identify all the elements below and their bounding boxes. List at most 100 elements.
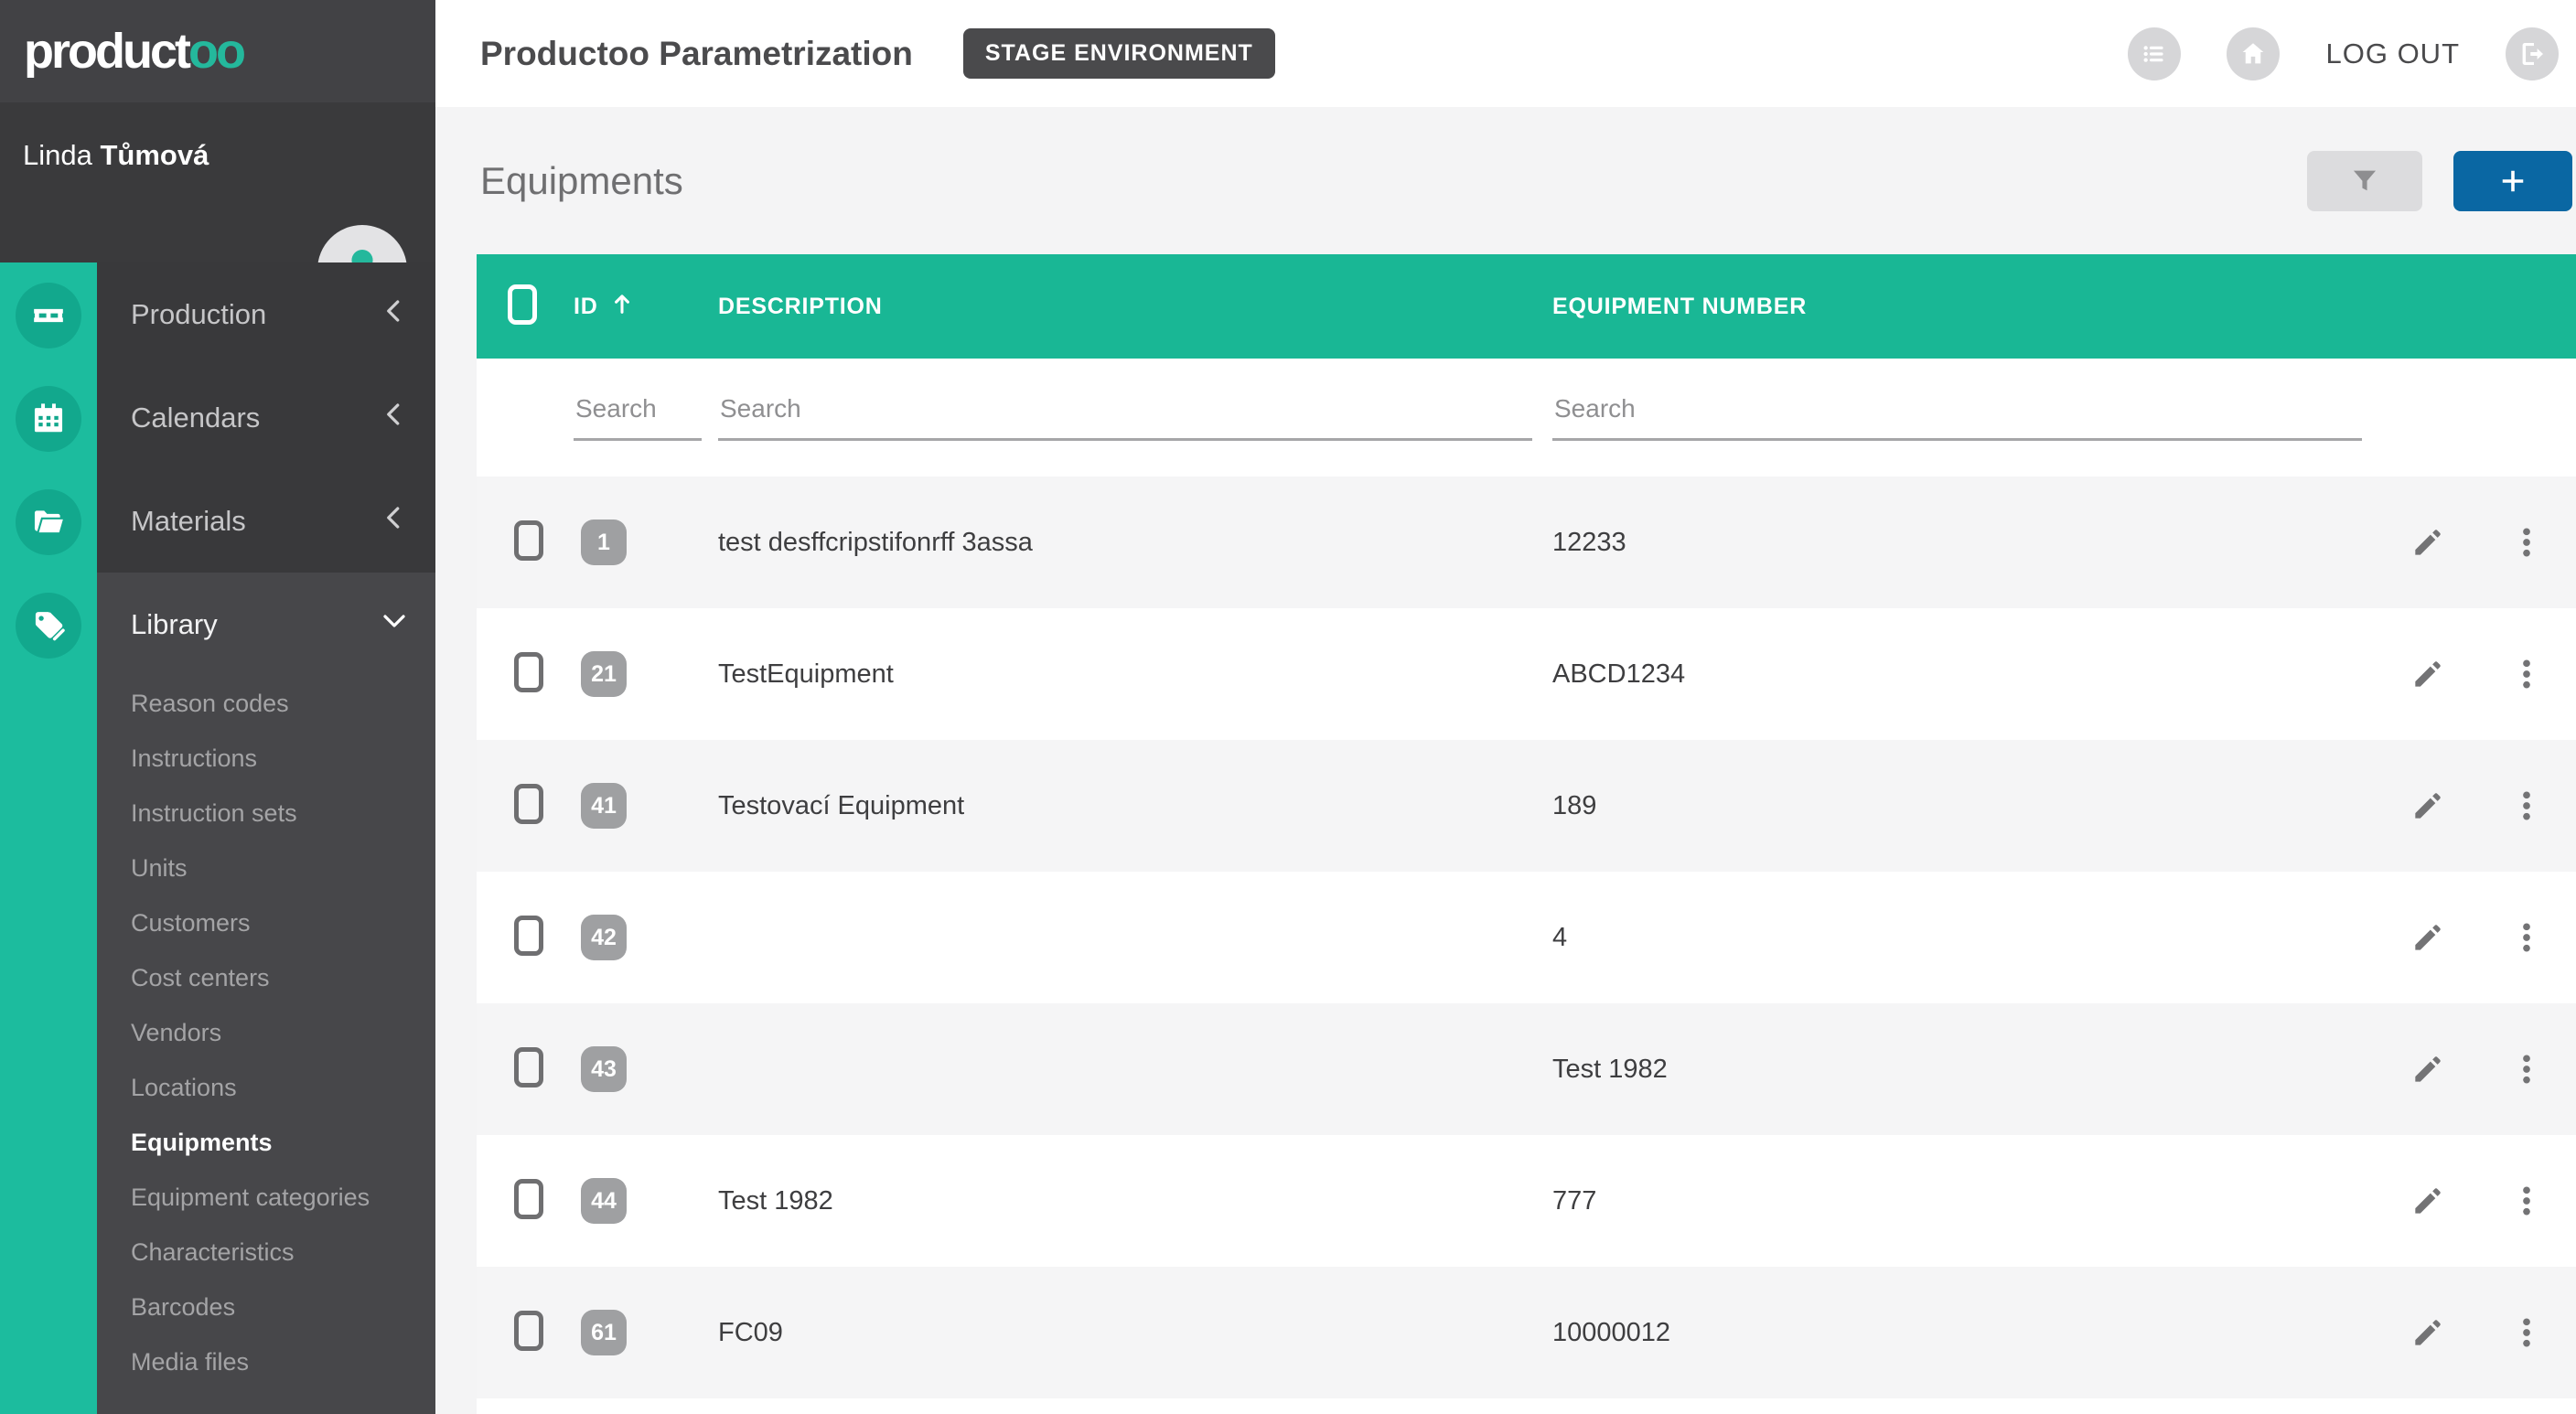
table-row[interactable]: 44 Test 1982 777 (477, 1135, 2576, 1267)
edit-pencil-icon[interactable] (2410, 1051, 2446, 1087)
column-label: ID (574, 293, 598, 319)
sidebar-item-label: Materials (131, 504, 246, 537)
tag-icon (35, 612, 65, 641)
sidebar-subitem[interactable]: Locations (131, 1073, 237, 1101)
sidebar-item[interactable]: Calendars (97, 366, 435, 469)
row-checkbox[interactable] (514, 651, 543, 692)
edit-pencil-icon[interactable] (2410, 1183, 2446, 1219)
sidebar-subitem[interactable]: Customers (131, 908, 251, 937)
sidebar-subitem[interactable]: Units (131, 853, 188, 882)
conveyor-icon (34, 308, 63, 323)
sidebar-subitem[interactable]: Reason codes (131, 689, 289, 717)
home-icon (2243, 42, 2264, 63)
table-row[interactable]: 21 TestEquipment ABCD1234 (477, 608, 2576, 740)
logo-text: product (24, 24, 191, 79)
user-first-name: Linda (23, 139, 92, 171)
table-row[interactable]: 41 Testovací Equipment 189 (477, 740, 2576, 872)
logo-block: productoo (0, 0, 435, 102)
page-actions (2307, 150, 2572, 211)
environment-badge: STAGE ENVIRONMENT (962, 28, 1275, 79)
row-checkbox[interactable] (514, 915, 543, 956)
kebab-menu-icon[interactable] (2508, 1314, 2545, 1351)
select-all-checkbox[interactable] (508, 284, 537, 325)
sidebar-item-label: Calendars (131, 401, 261, 434)
sidebar-subitem[interactable]: Equipments (131, 1128, 273, 1156)
kebab-menu-icon[interactable] (2508, 1051, 2545, 1087)
library-submenu: Reason codes Instructions Instruction se… (97, 676, 435, 1414)
sidebar-subitem[interactable]: Barcodes (131, 1292, 236, 1321)
row-description: Test 1982 (718, 1185, 833, 1216)
page-head: Equipments (435, 107, 2576, 254)
logout-label[interactable]: LOG OUT (2325, 37, 2460, 70)
row-equipment-number: 777 (1552, 1185, 1597, 1216)
filter-button[interactable] (2307, 150, 2422, 211)
list-menu-button[interactable] (2128, 27, 2182, 80)
sidebar-subitem[interactable]: Cost centers (131, 963, 270, 991)
kebab-menu-icon[interactable] (2508, 1183, 2545, 1219)
row-checkbox[interactable] (514, 1310, 543, 1351)
edit-pencil-icon[interactable] (2410, 787, 2446, 824)
edit-pencil-icon[interactable] (2410, 1314, 2446, 1351)
home-button[interactable] (2227, 27, 2281, 80)
row-id-badge: 42 (581, 915, 627, 960)
search-input-id[interactable] (574, 394, 702, 441)
rail-item-calendars[interactable] (16, 386, 81, 452)
logo-accent-text: oo (188, 24, 246, 79)
sidebar-item[interactable]: Materials (97, 469, 435, 573)
row-description: TestEquipment (718, 659, 894, 689)
rail-item-production[interactable] (16, 283, 81, 348)
column-header-description[interactable]: DESCRIPTION (718, 294, 1552, 320)
chevron-left-icon (381, 504, 408, 539)
row-checkbox[interactable] (514, 520, 543, 561)
sidebar-subitem[interactable]: Vendors (131, 1018, 222, 1046)
main-area: Productoo Parametrization STAGE ENVIRONM… (435, 0, 2576, 1414)
folder-icon (34, 510, 63, 533)
edit-pencil-icon[interactable] (2410, 524, 2446, 561)
add-equipment-button[interactable] (2453, 150, 2572, 211)
table-row[interactable]: 1 test desffcripstifonrff 3assa 12233 (477, 477, 2576, 608)
kebab-menu-icon[interactable] (2508, 524, 2545, 561)
row-description: test desffcripstifonrff 3assa (718, 527, 1033, 557)
sidebar-item-library[interactable]: Library (97, 573, 435, 676)
equipments-table: ID DESCRIPTION EQUIPMENT NUMBER (477, 254, 2576, 1414)
row-checkbox[interactable] (514, 783, 543, 824)
edit-pencil-icon[interactable] (2410, 919, 2446, 956)
kebab-menu-icon[interactable] (2508, 787, 2545, 824)
rail-item-materials[interactable] (16, 489, 81, 555)
table-row[interactable]: 42 4 (477, 872, 2576, 1003)
content: Equipments (435, 107, 2576, 1414)
sidebar-subitem[interactable]: Characteristics (131, 1237, 295, 1266)
sidebar-subitem[interactable]: Instructions (131, 744, 258, 772)
table-header: ID DESCRIPTION EQUIPMENT NUMBER (477, 254, 2576, 359)
row-id-badge: 44 (581, 1178, 627, 1224)
rail-item-library[interactable] (16, 593, 81, 659)
kebab-menu-icon[interactable] (2508, 656, 2545, 692)
sidebar-subitem[interactable]: Instruction sets (131, 798, 297, 827)
user-name: Linda Tůmová (23, 139, 209, 172)
table-body: 1 test desffcripstifonrff 3assa 12233 (477, 477, 2576, 1414)
column-header-id[interactable]: ID (574, 291, 718, 323)
search-input-equipment-number[interactable] (1552, 394, 2362, 441)
sidebar-item[interactable]: Production (97, 262, 435, 366)
productoo-logo[interactable]: productoo (24, 23, 246, 80)
sidebar-subitem[interactable]: Media files (131, 1347, 250, 1376)
row-checkbox[interactable] (514, 1178, 543, 1219)
row-id-badge: 61 (581, 1310, 627, 1355)
calendar-icon (34, 403, 63, 433)
column-header-equipment-number[interactable]: EQUIPMENT NUMBER (1552, 294, 2356, 320)
table-row[interactable]: 61 FC09 10000012 (477, 1267, 2576, 1398)
logout-icon (2522, 42, 2543, 65)
row-checkbox[interactable] (514, 1046, 543, 1087)
menu-main-items: Production Calendars (97, 262, 435, 573)
row-description: FC09 (718, 1317, 783, 1347)
row-description: Testovací Equipment (718, 790, 965, 820)
app-title: Productoo Parametrization (480, 34, 913, 72)
search-input-description[interactable] (718, 394, 1532, 441)
edit-pencil-icon[interactable] (2410, 656, 2446, 692)
sidebar-subitem[interactable]: Equipment categories (131, 1183, 370, 1211)
kebab-menu-icon[interactable] (2508, 919, 2545, 956)
row-equipment-number: 12233 (1552, 527, 1626, 557)
arrow-up-icon (609, 291, 635, 323)
table-row[interactable]: 43 Test 1982 (477, 1003, 2576, 1135)
logout-button[interactable] (2506, 27, 2559, 80)
